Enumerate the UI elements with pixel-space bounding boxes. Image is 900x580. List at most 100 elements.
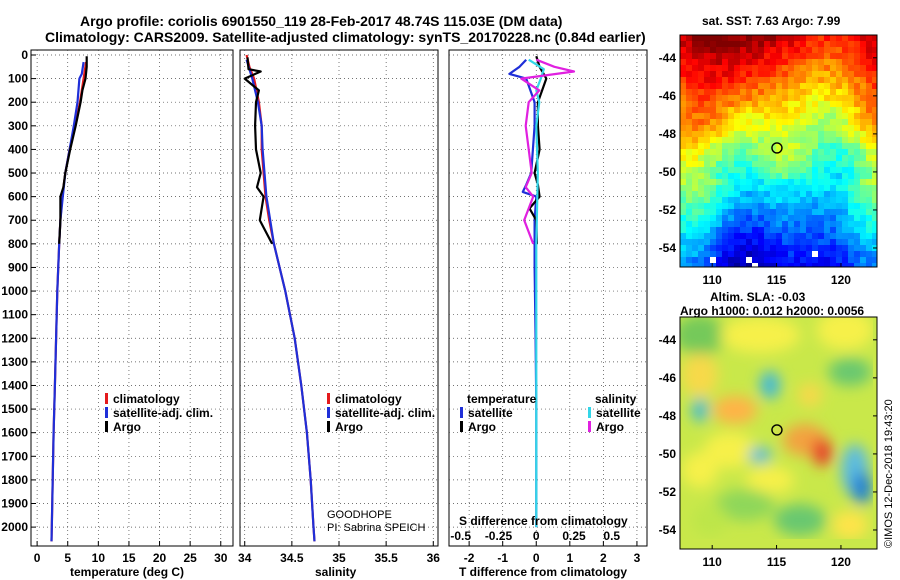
sst-cell	[872, 209, 877, 215]
temperature-line-satellite-adj-clim-	[50, 61, 85, 542]
map-x-tick-label: 115	[767, 555, 787, 569]
sst-cell	[824, 215, 830, 221]
sst-cell	[764, 149, 770, 155]
sst-cell	[746, 53, 752, 59]
sst-cell	[734, 197, 740, 203]
sst-cell	[860, 185, 866, 191]
sst-cell	[698, 155, 704, 161]
sst-cell	[812, 119, 818, 125]
sst-cell	[848, 209, 854, 215]
sst-cell	[818, 155, 824, 161]
sst-cell	[806, 113, 812, 119]
sst-cell	[794, 185, 800, 191]
sla-anomaly	[852, 472, 872, 504]
sst-cell	[746, 197, 752, 203]
sst-cell	[680, 125, 686, 131]
sst-cell	[776, 35, 782, 41]
sst-cell	[800, 257, 806, 263]
sst-cell	[746, 95, 752, 101]
sst-cell	[740, 251, 746, 257]
s-diff-tick-label: -0.5	[450, 529, 471, 543]
sst-cell	[818, 71, 824, 77]
sst-cell	[746, 173, 752, 179]
sst-cell	[866, 77, 872, 83]
sst-cell	[710, 221, 716, 227]
temperature-x-label: temperature (deg C)	[70, 565, 184, 579]
sst-cell	[752, 203, 758, 209]
sst-cell	[842, 107, 848, 113]
legend-swatch-argo	[327, 421, 330, 432]
sst-cell	[866, 53, 872, 59]
sst-cell	[728, 209, 734, 215]
sst-cell	[854, 251, 860, 257]
sst-cell	[800, 35, 806, 41]
sst-cell	[746, 209, 752, 215]
sst-cell	[848, 263, 854, 267]
sla-anomaly	[704, 432, 756, 468]
sst-cell	[824, 155, 830, 161]
sst-cell	[692, 167, 698, 173]
sst-cell	[824, 149, 830, 155]
sst-cell	[698, 215, 704, 221]
sst-cell	[734, 59, 740, 65]
sst-cell	[812, 89, 818, 95]
sst-cell	[758, 35, 764, 41]
sst-cell	[872, 137, 877, 143]
sst-cell	[740, 119, 746, 125]
sst-cell	[842, 179, 848, 185]
sst-cell	[854, 173, 860, 179]
sst-cell	[836, 233, 842, 239]
sst-cell	[710, 239, 716, 245]
sst-cell	[764, 173, 770, 179]
sst-cell	[740, 191, 746, 197]
sst-cell	[680, 185, 686, 191]
sst-cell	[818, 59, 824, 65]
sst-cell	[686, 161, 692, 167]
sst-cell	[830, 167, 836, 173]
sst-cell	[848, 233, 854, 239]
sst-cell	[692, 77, 698, 83]
sst-cell	[806, 65, 812, 71]
map-y-tick-label: -50	[659, 447, 677, 461]
sst-cell	[716, 263, 722, 267]
sst-cell	[872, 59, 877, 65]
sst-cell	[806, 155, 812, 161]
sst-cell	[872, 143, 877, 149]
sst-cell	[680, 35, 686, 41]
sst-cell	[800, 161, 806, 167]
sst-cell	[830, 119, 836, 125]
sst-cell	[728, 101, 734, 107]
sst-cell	[788, 179, 794, 185]
sst-cell	[704, 149, 710, 155]
sst-cell	[746, 161, 752, 167]
sst-cell	[818, 215, 824, 221]
sst-cell	[716, 65, 722, 71]
sst-cell	[686, 101, 692, 107]
sst-cell	[854, 41, 860, 47]
sst-cell	[782, 53, 788, 59]
sst-cell	[824, 71, 830, 77]
sst-cell	[734, 179, 740, 185]
sst-cell	[770, 71, 776, 77]
sst-cell	[734, 173, 740, 179]
sst-cell	[722, 239, 728, 245]
sst-cell	[734, 125, 740, 131]
sst-cell	[824, 173, 830, 179]
sst-cell	[788, 185, 794, 191]
sst-cell	[830, 233, 836, 239]
sst-cell	[746, 83, 752, 89]
sst-cell	[722, 161, 728, 167]
sst-cell	[764, 41, 770, 47]
difference-line-temperature-satellite	[508, 58, 538, 528]
sst-cell	[800, 89, 806, 95]
sst-cell	[752, 257, 758, 263]
sst-cell	[782, 203, 788, 209]
argo-position-marker	[771, 142, 783, 154]
sst-cell	[812, 257, 818, 263]
sst-cell	[734, 101, 740, 107]
sst-cell	[680, 197, 686, 203]
sst-cell	[848, 131, 854, 137]
sst-cell	[818, 131, 824, 137]
sst-cell	[680, 251, 686, 257]
sst-cell	[752, 251, 758, 257]
